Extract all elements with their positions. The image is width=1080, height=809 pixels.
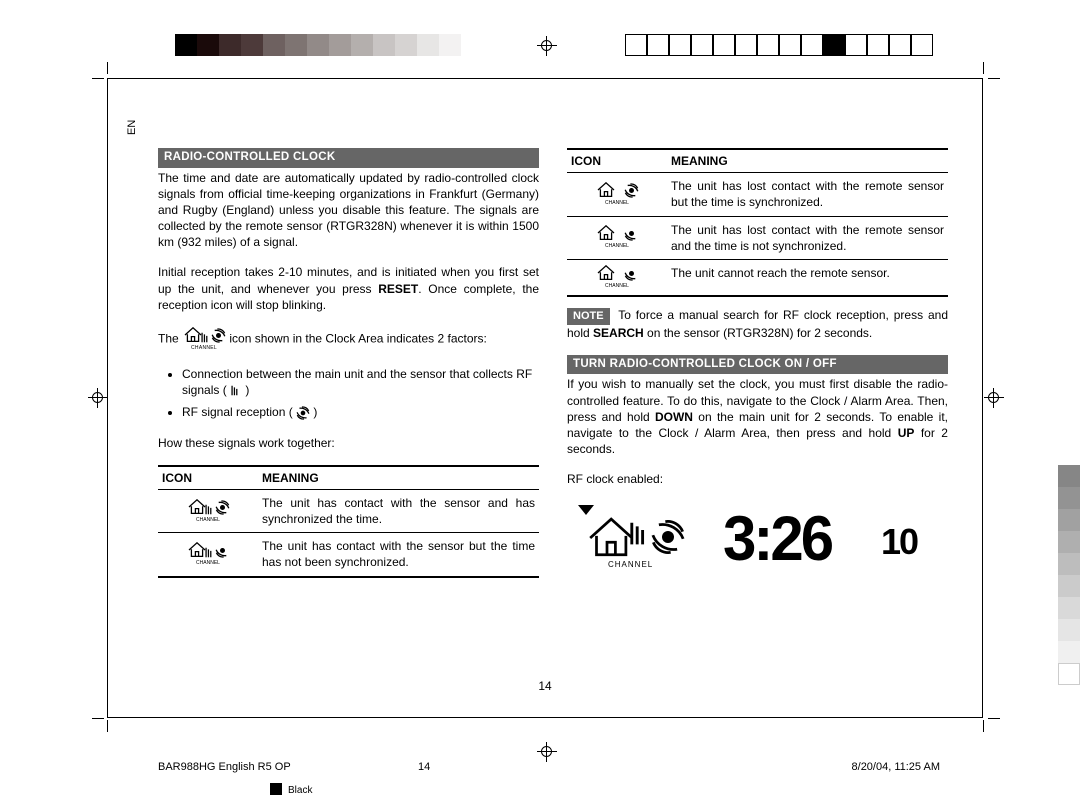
- svg-text:10: 10: [881, 521, 918, 562]
- registration-mark-icon: [537, 742, 557, 762]
- channel-no-reach-icon: CHANNEL: [571, 270, 663, 290]
- printer-grayscale-bar-side: [1058, 465, 1080, 685]
- channel-full-reception-icon: CHANNEL: [162, 504, 254, 524]
- paragraph: The time and date are automatically upda…: [158, 170, 539, 251]
- slug-doc: BAR988HG English R5 OP: [158, 761, 291, 773]
- table-row: CHANNEL The unit has contact with the se…: [158, 533, 539, 577]
- printer-empty-squares-top: [625, 34, 933, 56]
- table-row: CHANNEL The unit cannot reach the remote…: [567, 259, 948, 295]
- table-cell-meaning: The unit cannot reach the remote sensor.: [667, 259, 948, 295]
- svg-text:CHANNEL: CHANNEL: [608, 560, 653, 569]
- section-heading: RADIO-CONTROLLED CLOCK: [158, 148, 539, 168]
- slug-timestamp: 8/20/04, 11:25 AM: [852, 761, 940, 773]
- waves-icon: [230, 385, 242, 396]
- table-row: CHANNEL The unit has lost contact with t…: [567, 173, 948, 216]
- reception-icon: [296, 406, 310, 420]
- table-cell-meaning: The unit has lost contact with the remot…: [667, 216, 948, 259]
- note-chip: NOTE: [567, 308, 610, 325]
- table-cell-meaning: The unit has contact with the sensor and…: [258, 489, 539, 532]
- note-paragraph: NOTE To force a manual search for RF clo…: [567, 307, 948, 341]
- table-row: CHANNEL The unit has contact with the se…: [158, 489, 539, 532]
- language-tab: EN: [126, 120, 138, 135]
- channel-half-reception-icon: CHANNEL: [162, 547, 254, 567]
- content-area: RADIO-CONTROLLED CLOCK The time and date…: [158, 148, 948, 698]
- list-item: RF signal reception ( ): [182, 404, 539, 420]
- table-cell-meaning: The unit has contact with the sensor but…: [258, 533, 539, 577]
- paragraph: If you wish to manually set the clock, y…: [567, 376, 948, 457]
- icon-meaning-table: ICON MEANING CHANNEL The unit has contac…: [158, 465, 539, 578]
- channel-reception-icon: CHANNEL: [182, 327, 226, 352]
- left-column: RADIO-CONTROLLED CLOCK The time and date…: [158, 148, 539, 698]
- list-item: Connection between the main unit and the…: [182, 366, 539, 398]
- table-header-meaning: MEANING: [667, 149, 948, 173]
- print-slug: BAR988HG English R5 OP 14 8/20/04, 11:25…: [158, 761, 940, 773]
- bullet-list: Connection between the main unit and the…: [182, 366, 539, 421]
- table-header-meaning: MEANING: [258, 466, 539, 490]
- lcd-illustration: CHANNEL 3:26 10: [567, 498, 947, 578]
- channel-lost-unsynced-icon: CHANNEL: [571, 230, 663, 250]
- registration-mark-icon: [984, 388, 1004, 408]
- slug-page: 14: [418, 761, 430, 773]
- table-cell-meaning: The unit has lost contact with the remot…: [667, 173, 948, 216]
- paragraph: The CHANNEL icon shown in the Clock Area…: [158, 327, 539, 352]
- printer-grayscale-bar-top: [175, 34, 483, 56]
- ink-swatch: [270, 783, 282, 795]
- table-row: CHANNEL The unit has lost contact with t…: [567, 216, 948, 259]
- channel-lost-synced-icon: CHANNEL: [571, 187, 663, 207]
- registration-mark-icon: [88, 388, 108, 408]
- section-heading: TURN RADIO-CONTROLLED CLOCK ON / OFF: [567, 355, 948, 375]
- svg-text:3:26: 3:26: [723, 503, 832, 574]
- ink-label: Black: [288, 785, 312, 796]
- registration-mark-icon: [537, 36, 557, 56]
- paragraph: RF clock enabled:: [567, 471, 948, 487]
- paragraph: Initial reception takes 2-10 minutes, an…: [158, 264, 539, 313]
- paragraph: How these signals work together:: [158, 435, 539, 451]
- table-header-icon: ICON: [567, 149, 667, 173]
- right-column: ICON MEANING CHANNEL The unit has lost c…: [567, 148, 948, 698]
- icon-meaning-table: ICON MEANING CHANNEL The unit has lost c…: [567, 148, 948, 297]
- table-header-icon: ICON: [158, 466, 258, 490]
